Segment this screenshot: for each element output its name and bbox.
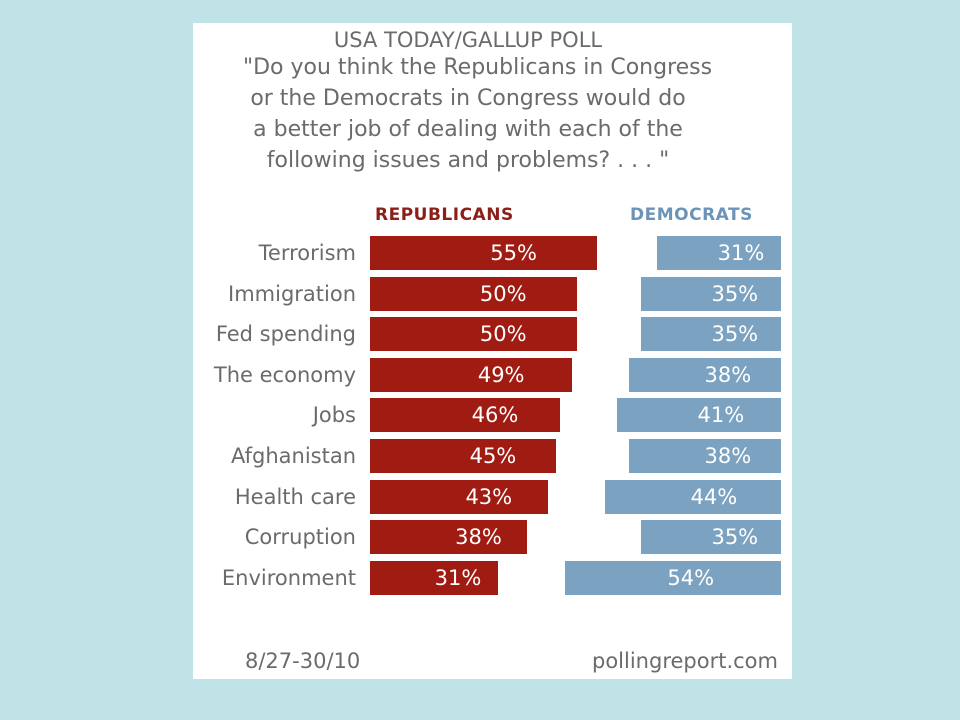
chart-rows: Terrorism 55% 31% Immigration 50% 35% Fed spen… (193, 23, 792, 679)
category-label: Environment (221, 565, 356, 590)
republican-bar: 49% (370, 357, 573, 392)
legend-democrats: DEMOCRATS (630, 205, 753, 225)
democrat-value-label: 41% (697, 403, 745, 428)
republican-value-label: 49% (477, 362, 525, 387)
democrat-bar: 41% (617, 398, 781, 433)
republican-value-label: 55% (490, 241, 537, 265)
democrat-value-label: 35% (711, 281, 759, 306)
democrat-bar: 31% (657, 236, 781, 270)
democrat-value-label: 35% (711, 525, 759, 550)
category-label: Jobs (312, 403, 356, 428)
republican-value-label: 46% (471, 403, 519, 428)
chart-row: Terrorism 55% 31% (193, 235, 792, 272)
republican-bar: 55% (370, 236, 598, 270)
democrat-bar: 35% (641, 520, 781, 555)
chart-row: Jobs 46% 41% (193, 397, 792, 434)
question-line-4: following issues and problems? . . . " (266, 148, 670, 173)
republican-bar: 38% (370, 520, 527, 555)
republican-bar: 45% (370, 439, 556, 473)
category-label: Fed spending (215, 322, 356, 347)
republican-value-label: 45% (469, 444, 517, 468)
democrat-bar: 44% (605, 479, 781, 514)
category-label: Afghanistan (230, 444, 356, 468)
democrat-bar: 54% (565, 560, 781, 595)
chart-row: Environment 31% 54% (193, 560, 792, 597)
republican-value-label: 31% (434, 565, 482, 590)
chart-card: USA TODAY/GALLUP POLL "Do you think the … (193, 23, 792, 679)
category-label: Health care (234, 484, 356, 509)
democrat-bar: 38% (629, 439, 781, 473)
category-label: Immigration (228, 281, 356, 306)
chart-row: Afghanistan 45% 38% (193, 438, 792, 475)
category-label: Corruption (244, 525, 356, 550)
republican-bar: 50% (370, 317, 577, 352)
republican-bar: 31% (370, 560, 499, 595)
republican-value-label: 50% (479, 322, 527, 347)
poll-name: USA TODAY/GALLUP POLL (333, 28, 603, 52)
poll-question: "Do you think the Republicans in Congres… (243, 53, 713, 177)
republican-bar: 46% (370, 398, 560, 433)
question-line-1: "Do you think the Republicans in Congres… (243, 55, 713, 80)
poll-date: 8/27-30/10 (245, 649, 361, 673)
source-credit: pollingreport.com (592, 649, 778, 673)
chart-row: The economy 49% 38% (193, 357, 792, 394)
republican-bar: 50% (370, 276, 577, 311)
republican-bar: 43% (370, 479, 548, 514)
category-label: Terrorism (258, 241, 356, 265)
republican-value-label: 38% (455, 525, 502, 550)
republican-value-label: 43% (465, 484, 513, 509)
democrat-value-label: 38% (704, 362, 752, 387)
category-label: The economy (213, 362, 356, 387)
chart-row: Fed spending 50% 35% (193, 316, 792, 353)
republican-value-label: 50% (479, 281, 527, 306)
democrat-bar: 35% (641, 276, 781, 311)
legend-republicans: REPUBLICANS (375, 205, 514, 225)
question-line-2: or the Democrats in Congress would do (250, 86, 686, 111)
chart-row: Immigration 50% 35% (193, 276, 792, 313)
democrat-value-label: 54% (667, 565, 715, 590)
question-line-3: a better job of dealing with each of the (253, 117, 683, 142)
chart-row: Corruption 38% 35% (193, 519, 792, 556)
democrat-value-label: 31% (717, 241, 765, 265)
democrat-bar: 38% (629, 357, 781, 392)
democrat-bar: 35% (641, 317, 781, 352)
democrat-value-label: 44% (690, 484, 738, 509)
democrat-value-label: 38% (704, 444, 752, 468)
chart-row: Health care 43% 44% (193, 479, 792, 516)
democrat-value-label: 35% (711, 322, 759, 347)
